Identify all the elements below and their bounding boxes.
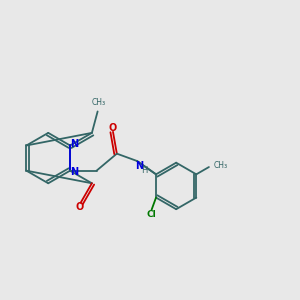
Text: Cl: Cl [146, 210, 156, 219]
Text: CH₃: CH₃ [91, 98, 105, 107]
Text: CH₃: CH₃ [214, 161, 228, 170]
Text: O: O [108, 123, 116, 133]
Text: H: H [141, 166, 147, 175]
Text: N: N [70, 139, 79, 149]
Text: O: O [75, 202, 83, 212]
Text: N: N [70, 167, 79, 177]
Text: N: N [136, 161, 144, 171]
